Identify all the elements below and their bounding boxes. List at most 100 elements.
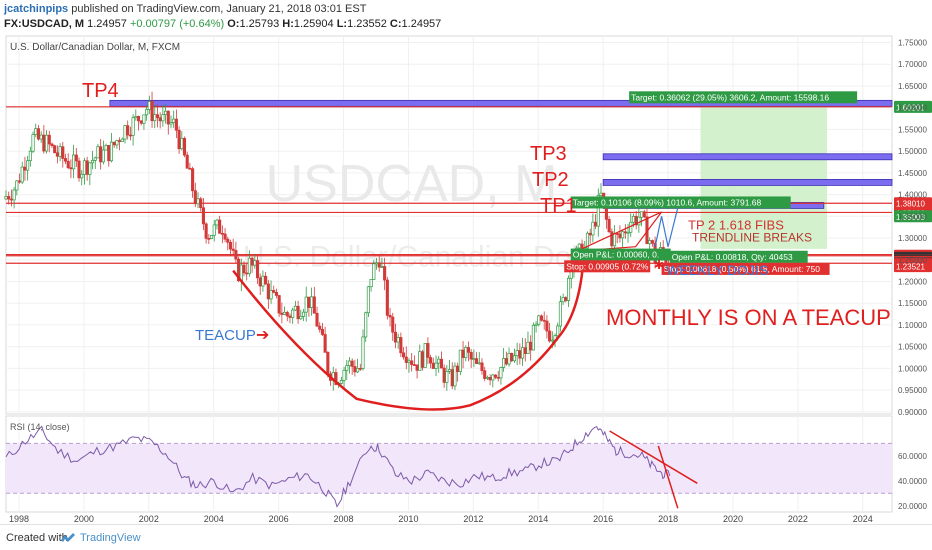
candle-body [88, 162, 92, 175]
y-tick-label: 1.25000 [898, 256, 927, 265]
candle-body [161, 114, 165, 122]
last-price: 1.24957 [87, 18, 127, 30]
y-tick-label: 1.65000 [898, 82, 927, 91]
candle-body [142, 114, 146, 124]
open-pl-label-2: Open P&L: 0.00818, Qty: 40453 [672, 252, 793, 262]
candle-body [361, 336, 365, 369]
candle-body [304, 296, 308, 313]
candle-body [556, 325, 560, 337]
candle-body [612, 233, 617, 247]
candle-body [466, 347, 471, 353]
candle-body [242, 264, 246, 274]
candle-body [631, 215, 635, 223]
candle-body [69, 167, 73, 170]
candle-body [315, 312, 319, 327]
candle-body [323, 334, 327, 353]
candle-body [291, 309, 295, 318]
candle-body [610, 231, 614, 247]
high-value: 1.25904 [293, 18, 334, 30]
candle-body [153, 114, 157, 122]
candle-body [618, 233, 622, 239]
candle-body [477, 362, 481, 365]
candle-body [280, 312, 284, 315]
candle-body [96, 146, 100, 159]
y-tick-label: 1.40000 [898, 191, 927, 200]
candle-body [99, 146, 103, 163]
author-link[interactable]: jcatchinpips [4, 3, 69, 15]
candle-body [274, 292, 279, 296]
candle-body [288, 315, 292, 318]
candle-body [456, 365, 460, 372]
candle-body [269, 290, 273, 300]
candle-body [515, 350, 519, 356]
teacup-curve [232, 255, 585, 411]
candle-body [231, 248, 235, 251]
candle-body [77, 160, 81, 179]
candle-body [542, 319, 546, 322]
candle-body [23, 166, 27, 171]
candles [4, 91, 671, 391]
candle-body [177, 129, 181, 150]
candle-body [204, 223, 208, 239]
candle-body [464, 347, 468, 358]
candle-body [369, 279, 373, 288]
candle-body [199, 198, 203, 209]
candle-body [561, 297, 565, 303]
candle-body [372, 263, 376, 280]
x-tick-label: 2022 [788, 514, 808, 524]
target-long-label: Target: 0.36062 (29.05%) 3606.2, Amount:… [631, 92, 829, 102]
stop-label-2: Stop: 0.00618 (0.50%) 61.8, Amount: 750 [664, 264, 821, 274]
candle-body [207, 238, 211, 240]
candle-body [158, 117, 162, 122]
candle-body [642, 211, 646, 218]
candle-body [74, 154, 78, 162]
candle-body [577, 243, 581, 249]
candle-body [17, 180, 22, 183]
candle-body [104, 145, 108, 151]
x-tick-label: 2024 [853, 514, 873, 524]
y-tick-label: 1.50000 [898, 147, 927, 156]
y-tick-label: 1.00000 [898, 364, 927, 373]
candle-body [434, 362, 438, 369]
candle-body [439, 358, 443, 369]
candle-body [66, 160, 70, 169]
tradingview-brand[interactable]: TradingView [80, 532, 141, 544]
candle-body [423, 343, 427, 368]
candle-body [45, 134, 49, 152]
candle-body [512, 355, 516, 362]
candle-body [196, 198, 200, 205]
tp3-label: TP3 [530, 143, 567, 165]
close-label: C: [389, 18, 402, 30]
rsi-breakline [657, 445, 679, 509]
candle-body [85, 160, 89, 175]
candle-body [320, 328, 324, 335]
y-tick-label: 1.30000 [898, 234, 927, 243]
candle-body [412, 364, 416, 366]
candle-body [136, 116, 141, 122]
candle-body [461, 349, 465, 358]
rsi-title: RSI (14, close) [10, 422, 70, 432]
stop-label-1: Stop: 0.00905 (0.72% [566, 261, 649, 271]
ohlc-line: FX:USDCAD, M 1.24957 +0.00797 (+0.64%) O… [4, 18, 441, 30]
tp1-label: TP1 [540, 195, 577, 217]
candle-body [410, 360, 414, 365]
y-tick-label: 1.15000 [898, 299, 927, 308]
candle-body [234, 250, 238, 260]
price-axis-marker [894, 210, 932, 223]
candle-body [648, 240, 652, 245]
price-chart[interactable]: USDCAD, M U.S. Dollar/Canadian Dollar 1.60… [0, 0, 932, 524]
stop-label-2-box [661, 262, 830, 275]
candle-body [293, 305, 297, 311]
candle-body [347, 360, 352, 366]
candle-body [491, 374, 495, 381]
candle-body [356, 367, 360, 373]
candle-body [120, 138, 124, 142]
x-tick-label: 2010 [398, 514, 418, 524]
candle-body [350, 360, 354, 367]
symbol-label[interactable]: FX:USDCAD, M [4, 18, 85, 30]
candle-body [150, 101, 154, 122]
chart-title: U.S. Dollar/Canadian Dollar, M, FXCM [10, 42, 180, 53]
weekly-dojis-label: WEEKLY DOJIS [666, 262, 768, 278]
y-tick-label: 1.75000 [898, 39, 927, 48]
candle-body [228, 241, 233, 250]
